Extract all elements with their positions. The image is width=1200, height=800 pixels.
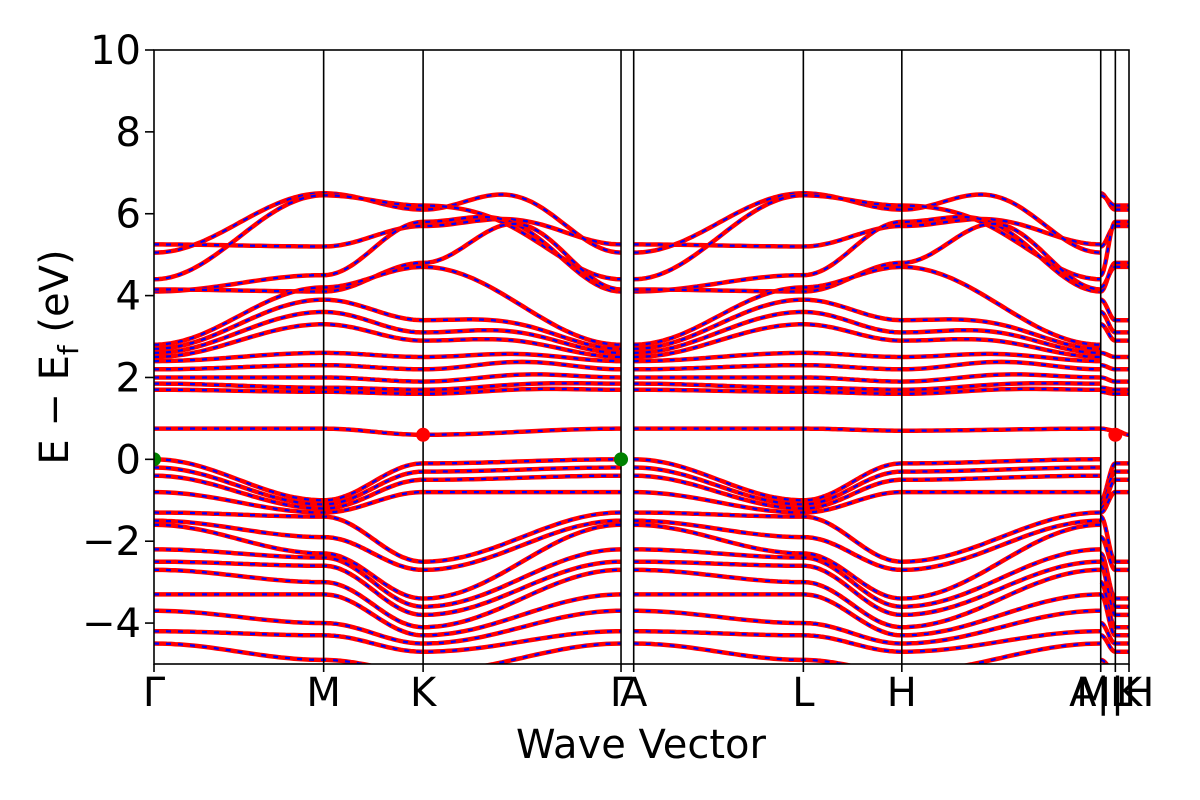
band-line-red xyxy=(154,559,1129,618)
band-line-red xyxy=(154,567,1129,630)
bands-layer xyxy=(154,191,1129,664)
y-tick-label: −4 xyxy=(82,601,141,647)
band-line-blue-dashed xyxy=(154,427,1129,436)
y-tick-label: 10 xyxy=(90,28,141,74)
band-line-blue-dashed xyxy=(154,265,1129,346)
y-tick-label: 4 xyxy=(116,274,141,320)
y-axis-label: E − Ef (eV) xyxy=(32,249,85,464)
y-tick-label: −2 xyxy=(82,519,141,565)
x-tick-label: M|H xyxy=(1076,670,1154,716)
y-axis-label-unit: (eV) xyxy=(32,249,78,345)
x-tick-label: A|L xyxy=(1069,670,1133,716)
x-tick-label: L xyxy=(792,670,815,716)
band-line-blue-dashed xyxy=(154,217,1129,248)
high-symmetry-lines xyxy=(322,50,1117,664)
y-tick-label: 2 xyxy=(116,355,141,401)
band-line-red xyxy=(154,592,1129,638)
x-tick-label: K xyxy=(410,670,438,716)
band-line-blue-dashed xyxy=(154,523,1129,600)
band-line-blue-dashed xyxy=(154,351,1129,363)
x-tick-label: A xyxy=(620,670,648,716)
y-axis-label-main: E − E xyxy=(32,355,78,465)
band-line-red xyxy=(154,473,1129,511)
band-line-blue-dashed xyxy=(154,609,1129,645)
band-line-blue-dashed xyxy=(154,194,1129,281)
band-extremum-marker xyxy=(416,427,431,442)
x-axis-label: Wave Vector xyxy=(516,722,767,768)
band-line-blue-dashed xyxy=(154,630,1129,653)
x-tick-label: K xyxy=(1116,670,1144,716)
x-tick-label: M xyxy=(306,670,341,716)
band-line-blue-dashed xyxy=(154,382,1129,391)
band-line-blue-dashed xyxy=(154,298,1129,350)
band-extremum-marker xyxy=(154,452,161,467)
band-line-red xyxy=(154,510,1129,564)
x-tick-label: Γ xyxy=(143,670,166,716)
band-extremum-marker xyxy=(614,452,629,467)
band-line-red xyxy=(154,547,1129,609)
y-tick-label: 0 xyxy=(116,437,141,483)
band-line-red xyxy=(154,489,1129,515)
band-line-red xyxy=(154,465,1129,507)
extrema-markers xyxy=(154,427,1123,467)
band-line-red xyxy=(154,322,1129,360)
y-tick-label: 8 xyxy=(116,110,141,156)
band-extremum-marker xyxy=(1108,427,1123,442)
x-tick-label: Γ xyxy=(610,670,633,716)
plot-frame xyxy=(153,49,1130,665)
band-line-blue-dashed xyxy=(154,373,1129,383)
band-line-blue-dashed xyxy=(154,458,1129,502)
y-tick-label: 6 xyxy=(116,192,141,238)
band-line-blue-dashed xyxy=(154,360,1129,371)
band-line-blue-dashed xyxy=(154,215,1129,293)
x-tick-label: H xyxy=(887,670,917,716)
y-axis-ticks: −4 −2 0 2 4 6 8 10 xyxy=(82,28,154,647)
y-axis-label-sub: f xyxy=(52,344,85,355)
band-line-red xyxy=(154,518,1129,573)
band-line-blue-dashed xyxy=(154,387,1129,395)
x-axis-ticks: Γ M K ΓA L H A|LM|HK xyxy=(143,664,1154,716)
band-line-red xyxy=(154,309,1129,356)
